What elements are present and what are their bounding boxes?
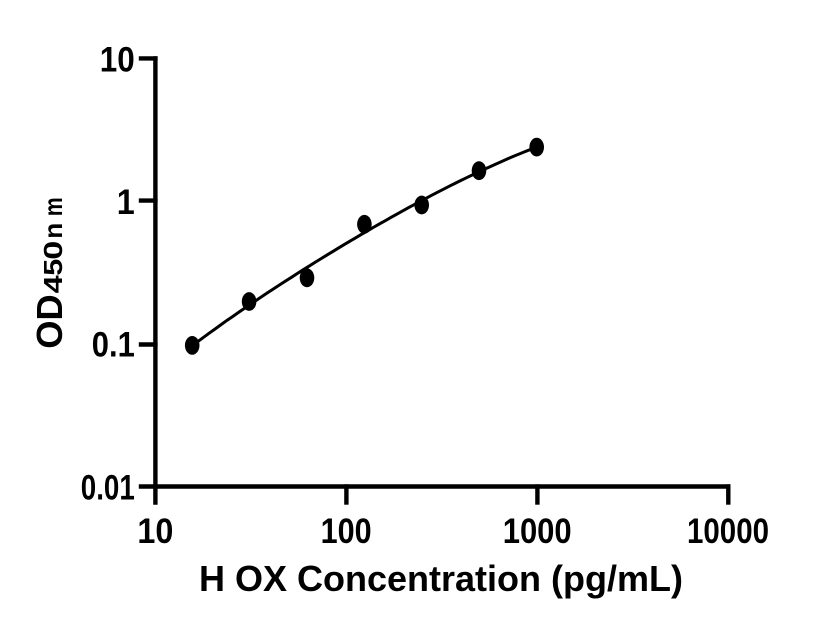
svg-text:H OX Concentration (pg/mL): H OX Concentration (pg/mL) xyxy=(199,558,683,599)
svg-text:0.01: 0.01 xyxy=(81,467,135,507)
svg-text:0: 0 xyxy=(38,241,68,260)
svg-text:100: 100 xyxy=(321,511,372,551)
svg-text:m: m xyxy=(38,197,68,216)
svg-text:10000: 10000 xyxy=(687,511,769,551)
svg-text:OD: OD xyxy=(29,294,70,348)
svg-text:10: 10 xyxy=(137,511,173,551)
svg-text:0.1: 0.1 xyxy=(92,325,135,365)
svg-text:4: 4 xyxy=(38,275,68,294)
svg-text:10: 10 xyxy=(100,39,135,79)
svg-text:5: 5 xyxy=(38,259,68,276)
svg-text:1000: 1000 xyxy=(503,511,572,551)
svg-text:1: 1 xyxy=(117,182,135,222)
svg-text:n: n xyxy=(38,223,68,239)
